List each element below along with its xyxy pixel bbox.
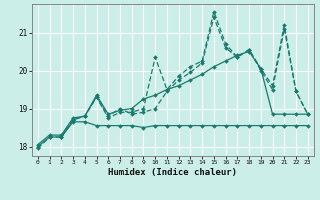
X-axis label: Humidex (Indice chaleur): Humidex (Indice chaleur) [108,168,237,177]
